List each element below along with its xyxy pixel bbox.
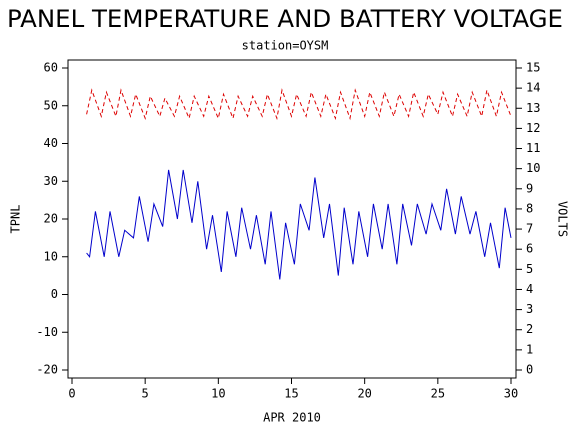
y2-tick-label: 8 [526, 201, 533, 215]
y-axis-label: TPNL [9, 205, 23, 234]
y2-tick-label: 10 [526, 161, 540, 175]
y-tick-label: 20 [44, 212, 58, 226]
x-axis-label: APR 2010 [263, 411, 321, 425]
y2-tick-label: 11 [526, 141, 540, 155]
y-tick-label: 0 [51, 287, 58, 301]
y-tick-label: -20 [36, 363, 58, 377]
series-line [86, 169, 512, 280]
y-tick-label: 50 [44, 98, 58, 112]
y-tick-label: 40 [44, 136, 58, 150]
x-tick-label: 30 [504, 387, 518, 401]
y2-tick-label: 0 [526, 363, 533, 377]
y-tick-label: -10 [36, 325, 58, 339]
y-tick-label: 10 [44, 249, 58, 263]
y2-tick-label: 4 [526, 282, 533, 296]
y2-tick-label: 9 [526, 181, 533, 195]
y2-tick-label: 12 [526, 121, 540, 135]
y-tick-label: 60 [44, 61, 58, 75]
x-tick-label: 20 [357, 387, 371, 401]
x-tick-label: 0 [68, 387, 75, 401]
x-tick-label: 25 [431, 387, 445, 401]
y2-tick-label: 14 [526, 81, 540, 95]
x-tick-label: 15 [284, 387, 298, 401]
y2-tick-label: 13 [526, 101, 540, 115]
y2-tick-label: 15 [526, 61, 540, 75]
y2-tick-label: 2 [526, 322, 533, 336]
y2-tick-label: 5 [526, 262, 533, 276]
y2-tick-label: 1 [526, 342, 533, 356]
y2-axis-label: VOLTS [556, 201, 570, 237]
chart-subtitle: station=OYSM [242, 39, 329, 53]
chart-title: PANEL TEMPERATURE AND BATTERY VOLTAGE [7, 5, 563, 33]
y2-tick-label: 7 [526, 222, 533, 236]
y2-tick-label: 3 [526, 302, 533, 316]
y2-tick-label: 6 [526, 242, 533, 256]
series-line [86, 88, 512, 121]
y-tick-label: 30 [44, 174, 58, 188]
x-tick-label: 10 [211, 387, 225, 401]
x-tick-label: 5 [142, 387, 149, 401]
